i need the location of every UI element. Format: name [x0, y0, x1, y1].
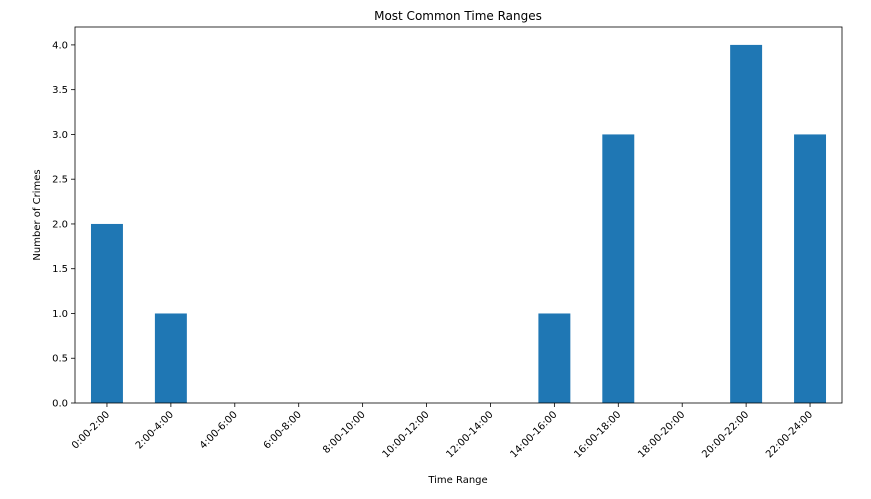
x-tick-label: 6:00-8:00 — [262, 409, 304, 451]
y-tick-label: 3.5 — [52, 85, 68, 96]
x-tick-label: 18:00-20:00 — [636, 409, 687, 460]
y-tick-label: 2.0 — [52, 219, 68, 230]
y-tick-label: 1.0 — [52, 309, 68, 320]
y-tick-label: 0.5 — [52, 354, 68, 365]
bar-16:00-18:00 — [602, 134, 635, 403]
x-tick-label: 14:00-16:00 — [508, 409, 559, 460]
x-tick-label: 20:00-22:00 — [700, 409, 751, 460]
bars-group — [90, 44, 827, 404]
y-tick-label: 2.5 — [52, 175, 68, 186]
x-axis-label: Time Range — [427, 475, 487, 486]
x-axis: 0:00-2:00 2:00-4:00 4:00-6:00 6:00-8:00 8:00… — [70, 403, 815, 460]
bar-2:00-4:00 — [154, 313, 187, 403]
x-tick-label: 10:00-12:00 — [381, 409, 432, 460]
y-axis-label: Number of Crimes — [32, 169, 43, 260]
x-tick-label: 8:00-10:00 — [321, 409, 368, 456]
y-tick-label: 1.5 — [52, 264, 68, 275]
y-tick-label: 4.0 — [52, 40, 68, 51]
y-tick-label: 0.0 — [52, 399, 68, 410]
plot-frame — [74, 26, 843, 404]
bar-14:00-16:00 — [538, 313, 571, 403]
x-tick-label: 2:00-4:00 — [134, 409, 176, 451]
x-tick-label: 12:00-14:00 — [444, 409, 495, 460]
x-tick-label: 16:00-18:00 — [572, 409, 623, 460]
bar-0:00-2:00 — [90, 223, 123, 403]
chart-title: Most Common Time Ranges — [374, 9, 542, 23]
y-axis: 0.0 0.5 1.0 1.5 2.0 2.5 3.0 3.5 4.0 — [52, 40, 75, 410]
y-tick-label: 3.0 — [52, 130, 68, 141]
x-tick-label: 0:00-2:00 — [70, 409, 112, 451]
x-tick-label: 4:00-6:00 — [198, 409, 240, 451]
bar-22:00-24:00 — [794, 134, 827, 403]
bar-20:00-22:00 — [730, 44, 763, 404]
x-tick-label: 22:00-24:00 — [764, 409, 815, 460]
